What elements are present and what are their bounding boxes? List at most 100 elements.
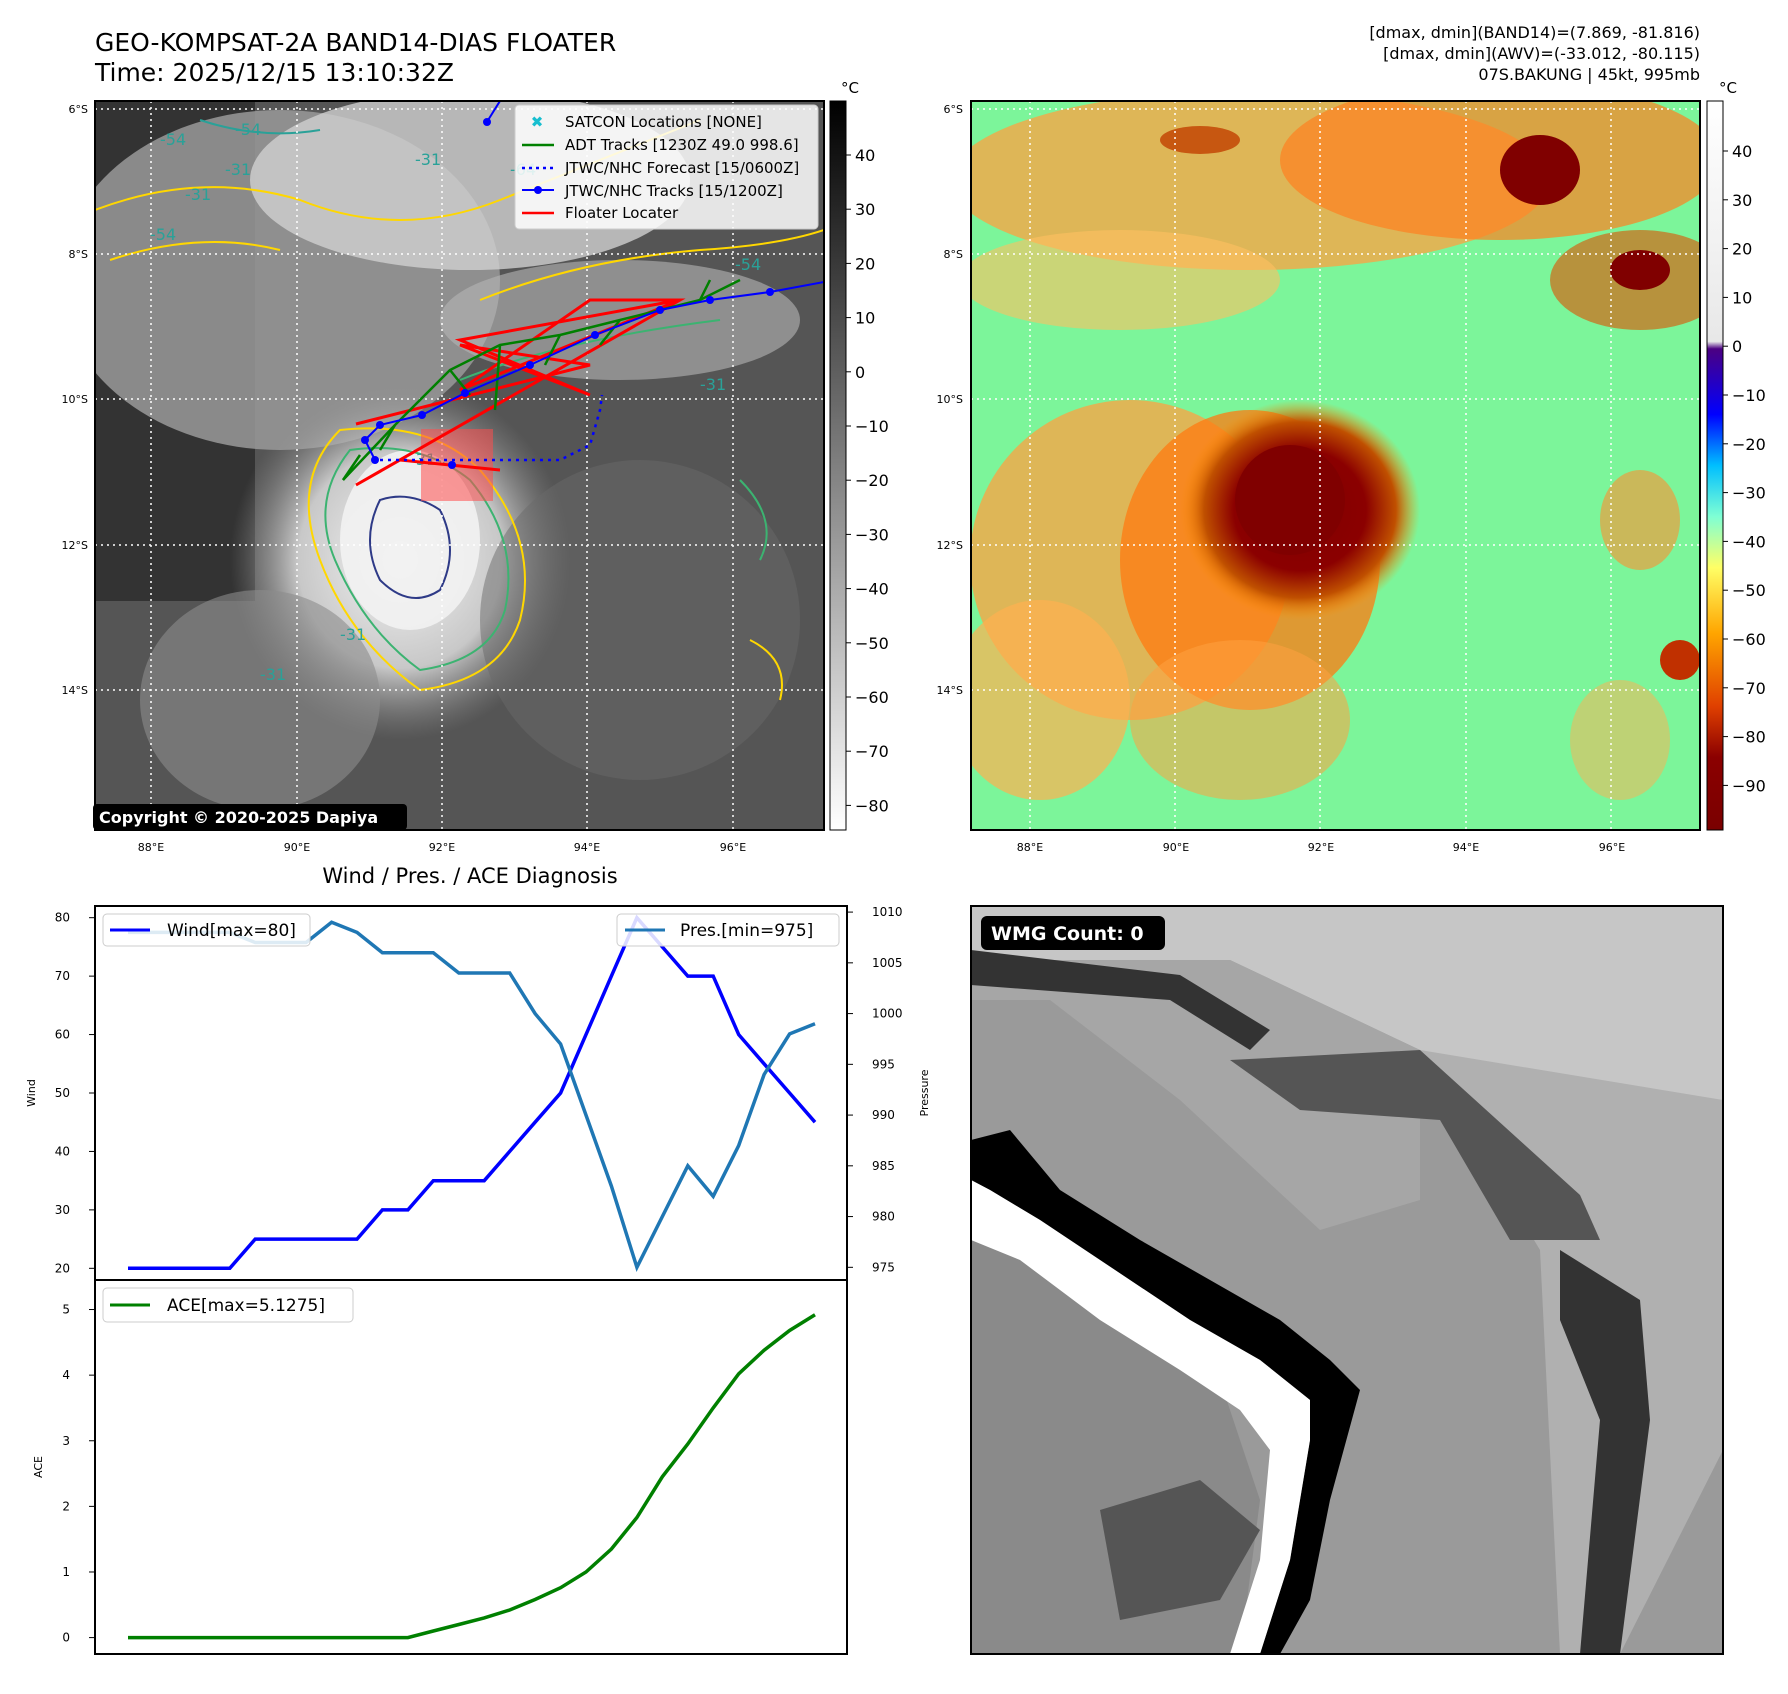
colorbar-tick: −80 bbox=[1732, 728, 1766, 747]
ace-tick: 0 bbox=[62, 1631, 70, 1645]
contour-label: -54 bbox=[735, 255, 761, 274]
x-marker-icon: ✖ bbox=[531, 113, 544, 131]
ir-lon-tick: 94°E bbox=[574, 841, 600, 854]
figure-title: GEO-KOMPSAT-2A BAND14-DIAS FLOATER bbox=[95, 28, 616, 57]
legend-jtwc-track: JTWC/NHC Tracks [15/1200Z] bbox=[564, 182, 783, 200]
ir-map-frame bbox=[94, 100, 825, 831]
colorbar-tick: 10 bbox=[1732, 288, 1752, 307]
legend-satcon: SATCON Locations [NONE] bbox=[565, 113, 762, 131]
wind-tick: 20 bbox=[55, 1261, 70, 1275]
colorbar-tick: −10 bbox=[1732, 386, 1766, 405]
ir-lat-tick: 10°S bbox=[62, 393, 88, 406]
colorbar-tick: −30 bbox=[1732, 484, 1766, 503]
pressure-tick: 980 bbox=[872, 1210, 895, 1224]
awv-imagery bbox=[971, 101, 1700, 830]
adt-track bbox=[342, 278, 741, 481]
wmg-panel: WMG Count: 0 bbox=[970, 905, 1724, 1655]
colorbar-tick: 40 bbox=[1732, 142, 1752, 161]
awv-lat-tick: 8°S bbox=[944, 248, 963, 261]
colorbar-tick: 30 bbox=[855, 200, 875, 219]
colorbar-tick: −40 bbox=[1732, 532, 1766, 551]
legend-jtwc-forecast: JTWC/NHC Forecast [15/0600Z] bbox=[564, 159, 799, 177]
contour-label: -54 bbox=[160, 130, 186, 149]
pressure-tick: 995 bbox=[872, 1057, 895, 1071]
colorbar-tick: −10 bbox=[855, 417, 889, 436]
colorbar-tick: −40 bbox=[855, 580, 889, 599]
ace-tick: 2 bbox=[62, 1499, 70, 1513]
ir-lon-tick: 88°E bbox=[138, 841, 164, 854]
wind-pressure-chart: 20 30 40 50 60 70 80 975 980 985 990 995 1000 1005 101… bbox=[55, 905, 903, 1281]
ir-map-panel: -54-54-31-31-54-31-64-54-31-31-31-31 bbox=[93, 100, 825, 831]
awv-lon-tick: 96°E bbox=[1599, 841, 1625, 854]
colorbar-tick: −80 bbox=[855, 796, 889, 815]
ir-lat-tick: 8°S bbox=[69, 248, 88, 261]
contour-label: -31 bbox=[700, 375, 726, 394]
ir-lat-tick: 14°S bbox=[62, 684, 88, 697]
colorbar-tick: −60 bbox=[1732, 630, 1766, 649]
storm-info: 07S.BAKUNG | 45kt, 995mb bbox=[1478, 65, 1700, 84]
pressure-tick: 1000 bbox=[872, 1007, 903, 1021]
ir-lat-tick: 6°S bbox=[69, 103, 88, 116]
contour-label: -31 bbox=[415, 150, 441, 169]
ace-tick: 5 bbox=[62, 1303, 70, 1317]
colorbar-tick: −70 bbox=[855, 742, 889, 761]
ace-series-line bbox=[128, 1313, 816, 1640]
colorbar-tick: 30 bbox=[1732, 191, 1752, 210]
wind-series-line bbox=[128, 914, 817, 1271]
awv-lon-tick: 90°E bbox=[1163, 841, 1189, 854]
pressure-legend: Pres.[min=975] bbox=[616, 913, 840, 947]
colorbar-tick: −20 bbox=[1732, 435, 1766, 454]
wind-axis-label: Wind bbox=[25, 1079, 38, 1107]
awv-lon-tick: 92°E bbox=[1308, 841, 1334, 854]
contour-label: -31 bbox=[340, 625, 366, 644]
awv-colorbar: °C 40 30 20 10 0 −10 −20 −30 −40 −50 −60 −70 −80 −90 bbox=[1706, 79, 1766, 831]
copyright-text: Copyright © 2020-2025 Dapiya bbox=[99, 808, 378, 827]
pressure-tick: 990 bbox=[872, 1108, 895, 1122]
ace-legend: ACE[max=5.1275] bbox=[102, 1287, 354, 1323]
ir-imagery: -54-54-31-31-54-31-64-54-31-31-31-31 bbox=[95, 101, 824, 830]
ir-lon-tick: 90°E bbox=[284, 841, 310, 854]
diagnosis-title: Wind / Pres. / ACE Diagnosis bbox=[322, 864, 617, 888]
colorbar-tick: −50 bbox=[1732, 581, 1766, 600]
ir-colorbar-unit: °C bbox=[841, 79, 859, 97]
colorbar-tick: −90 bbox=[1732, 776, 1766, 795]
colorbar-tick: −50 bbox=[855, 634, 889, 653]
ir-lon-tick: 92°E bbox=[429, 841, 455, 854]
pressure-legend-label: Pres.[min=975] bbox=[680, 921, 813, 941]
pressure-tick: 1010 bbox=[872, 905, 903, 919]
wind-tick: 30 bbox=[55, 1203, 70, 1217]
wind-tick: 80 bbox=[55, 911, 70, 925]
awv-lon-tick: 88°E bbox=[1017, 841, 1043, 854]
wind-legend-label: Wind[max=80] bbox=[167, 921, 296, 941]
contour-label: -31 bbox=[225, 160, 251, 179]
contour-label: -31 bbox=[185, 185, 211, 204]
pressure-axis-label: Pressure bbox=[918, 1069, 931, 1116]
colorbar-tick: 10 bbox=[855, 309, 875, 328]
colorbar-tick: −20 bbox=[855, 471, 889, 490]
contour-label: -54 bbox=[150, 225, 176, 244]
wind-tick: 70 bbox=[55, 969, 70, 983]
wind-tick: 60 bbox=[55, 1028, 70, 1042]
colorbar-tick: 20 bbox=[855, 254, 875, 273]
awv-lon-tick: 94°E bbox=[1453, 841, 1479, 854]
wmg-count-badge bbox=[981, 916, 1165, 950]
colorbar-tick: −60 bbox=[855, 688, 889, 707]
wind-tick: 40 bbox=[55, 1144, 70, 1158]
ace-tick: 1 bbox=[62, 1565, 70, 1579]
ace-chart: 0 1 2 3 4 5 bbox=[62, 1279, 848, 1655]
awv-map-frame bbox=[970, 100, 1701, 831]
pressure-tick: 985 bbox=[872, 1159, 895, 1173]
ace-tick: 4 bbox=[62, 1368, 70, 1382]
ir-colorbar: °C 40 30 20 10 0 −10 −20 −30 −40 −50 −60 −70 −80 bbox=[829, 79, 889, 831]
awv-lat-tick: 10°S bbox=[937, 393, 963, 406]
colorbar-tick: 40 bbox=[855, 146, 875, 165]
awv-lat-tick: 6°S bbox=[944, 103, 963, 116]
awv-colorbar-unit: °C bbox=[1719, 79, 1737, 97]
pressure-tick: 1005 bbox=[872, 956, 903, 970]
colorbar-tick: −30 bbox=[855, 525, 889, 544]
wind-legend: Wind[max=80] bbox=[102, 913, 311, 947]
contour-label: -31 bbox=[260, 665, 286, 684]
figure-timestamp: Time: 2025/12/15 13:10:32Z bbox=[94, 58, 454, 87]
